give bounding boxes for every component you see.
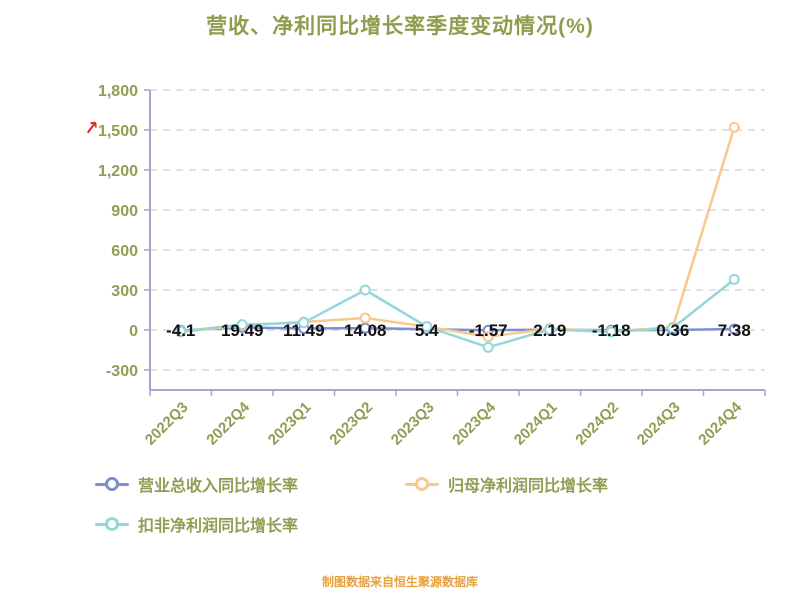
svg-text:1,500: 1,500 (98, 123, 138, 140)
svg-text:2.19: 2.19 (533, 321, 566, 340)
svg-text:300: 300 (111, 283, 138, 300)
svg-text:600: 600 (111, 243, 138, 260)
line-circle-marker-icon (405, 477, 439, 491)
legend-item-non-gaap-profit-growth[interactable]: 扣非净利润同比增长率 (95, 512, 405, 536)
svg-text:2022Q3: 2022Q3 (142, 399, 192, 449)
chart-title: 营收、净利同比增长率季度变动情况(%) (206, 15, 594, 38)
svg-text:-1.18: -1.18 (592, 321, 631, 340)
svg-text:2023Q4: 2023Q4 (449, 398, 499, 448)
svg-text:2024Q2: 2024Q2 (572, 399, 622, 449)
svg-text:2024Q1: 2024Q1 (511, 399, 561, 449)
legend-item-net-profit-growth[interactable]: 归母净利润同比增长率 (405, 472, 715, 496)
legend-label: 营业总收入同比增长率 (138, 478, 299, 495)
svg-text:-300: -300 (106, 363, 138, 380)
svg-text:-1.57: -1.57 (469, 321, 508, 340)
line-circle-marker-icon (95, 517, 129, 531)
legend-label: 扣非净利润同比增长率 (138, 518, 299, 535)
svg-text:2023Q1: 2023Q1 (265, 399, 315, 449)
svg-text:2023Q2: 2023Q2 (326, 399, 376, 449)
svg-text:0: 0 (129, 323, 138, 340)
svg-text:1,200: 1,200 (98, 163, 138, 180)
svg-text:2024Q4: 2024Q4 (695, 398, 745, 448)
svg-text:-4.1: -4.1 (166, 321, 195, 340)
line-circle-marker-icon (95, 477, 129, 491)
line-chart-plot-area: -300 0 300 600 900 1,200 1,500 1,800 2022Q3 2022Q… (98, 83, 766, 449)
svg-text:1,800: 1,800 (98, 83, 138, 100)
svg-text:2024Q3: 2024Q3 (634, 399, 684, 449)
legend: 营业总收入同比增长率 归母净利润同比增长率 扣非净利润同比增长率 (95, 472, 755, 536)
svg-text:2022Q4: 2022Q4 (203, 398, 253, 448)
legend-label: 归母净利润同比增长率 (448, 478, 609, 495)
svg-text:7.38: 7.38 (718, 321, 751, 340)
svg-text:0.36: 0.36 (656, 321, 689, 340)
data-source-note: 制图数据来自恒生聚源数据库 (321, 575, 478, 589)
svg-text:5.4: 5.4 (415, 321, 439, 340)
svg-text:14.08: 14.08 (344, 321, 387, 340)
svg-text:19.49: 19.49 (221, 321, 264, 340)
svg-text:2023Q3: 2023Q3 (388, 399, 438, 449)
svg-text:11.49: 11.49 (283, 321, 325, 340)
svg-text:900: 900 (111, 203, 138, 220)
legend-item-revenue-growth[interactable]: 营业总收入同比增长率 (95, 472, 405, 496)
